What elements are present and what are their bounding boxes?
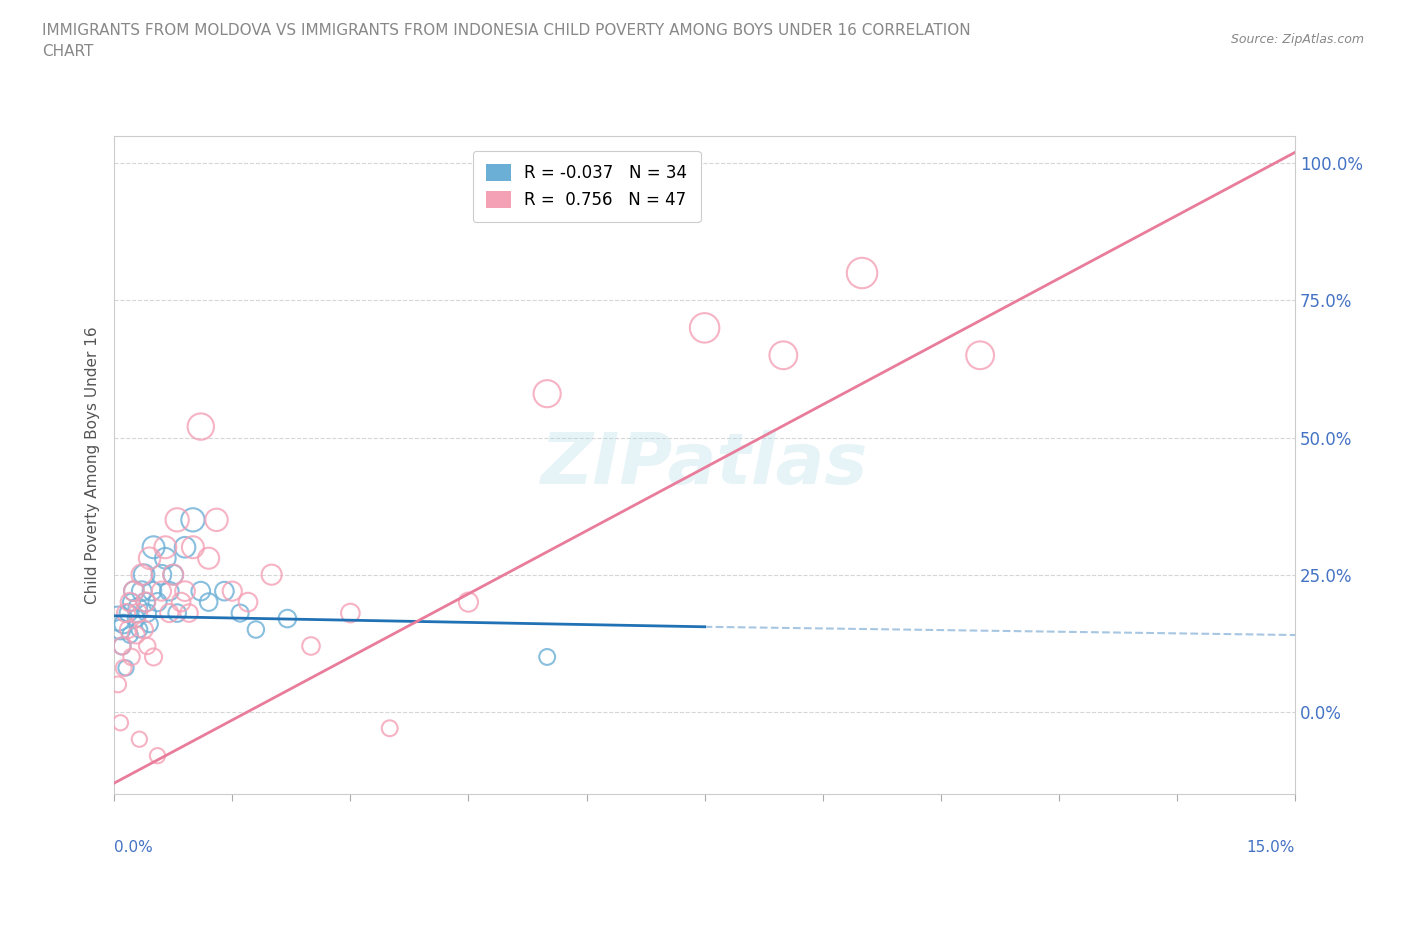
- Point: [115, 660, 138, 675]
- Point: [136, 639, 159, 654]
- Point: [122, 584, 145, 599]
- Point: [157, 605, 180, 620]
- Point: [112, 617, 135, 631]
- Point: [150, 584, 173, 599]
- Point: [138, 617, 160, 631]
- Point: [150, 567, 173, 582]
- Point: [122, 584, 145, 599]
- Point: [141, 584, 163, 599]
- Text: Source: ZipAtlas.com: Source: ZipAtlas.com: [1230, 33, 1364, 46]
- Point: [166, 512, 188, 527]
- Point: [245, 622, 267, 637]
- Point: [132, 567, 155, 582]
- Point: [115, 605, 138, 620]
- Point: [155, 539, 177, 554]
- Point: [142, 539, 165, 554]
- Text: 15.0%: 15.0%: [1247, 840, 1295, 856]
- Point: [127, 605, 149, 620]
- Point: [190, 419, 212, 434]
- Text: ZIPatlas: ZIPatlas: [541, 431, 869, 499]
- Point: [128, 622, 150, 637]
- Point: [127, 600, 149, 615]
- Point: [693, 321, 716, 336]
- Point: [146, 749, 169, 764]
- Point: [111, 639, 134, 654]
- Point: [205, 512, 228, 527]
- Point: [221, 584, 243, 599]
- Legend: R = -0.037   N = 34, R =  0.756   N = 47: R = -0.037 N = 34, R = 0.756 N = 47: [472, 151, 700, 222]
- Point: [229, 605, 252, 620]
- Point: [236, 594, 259, 609]
- Point: [197, 594, 219, 609]
- Point: [111, 639, 134, 654]
- Point: [107, 677, 129, 692]
- Point: [118, 628, 141, 643]
- Point: [190, 584, 212, 599]
- Text: 0.0%: 0.0%: [114, 840, 153, 856]
- Point: [107, 611, 129, 626]
- Point: [121, 649, 143, 664]
- Point: [125, 611, 148, 626]
- Point: [131, 567, 153, 582]
- Point: [174, 584, 197, 599]
- Point: [121, 594, 143, 609]
- Point: [299, 639, 322, 654]
- Point: [214, 584, 236, 599]
- Point: [117, 605, 139, 620]
- Point: [181, 512, 204, 527]
- Point: [128, 732, 150, 747]
- Point: [135, 594, 157, 609]
- Point: [162, 567, 184, 582]
- Point: [138, 551, 160, 565]
- Point: [260, 567, 283, 582]
- Point: [197, 551, 219, 565]
- Point: [155, 551, 177, 565]
- Point: [117, 622, 139, 637]
- Point: [110, 715, 132, 730]
- Point: [110, 622, 132, 637]
- Y-axis label: Child Poverty Among Boys Under 16: Child Poverty Among Boys Under 16: [86, 326, 100, 604]
- Point: [536, 649, 558, 664]
- Point: [136, 605, 159, 620]
- Point: [118, 594, 141, 609]
- Point: [457, 594, 479, 609]
- Point: [131, 584, 153, 599]
- Point: [125, 628, 148, 643]
- Point: [157, 584, 180, 599]
- Point: [378, 721, 401, 736]
- Point: [112, 660, 135, 675]
- Point: [162, 567, 184, 582]
- Point: [135, 594, 157, 609]
- Point: [772, 348, 794, 363]
- Point: [146, 594, 169, 609]
- Point: [177, 605, 200, 620]
- Point: [142, 649, 165, 664]
- Point: [170, 594, 193, 609]
- Point: [851, 266, 873, 281]
- Point: [536, 386, 558, 401]
- Point: [166, 605, 188, 620]
- Point: [181, 539, 204, 554]
- Point: [276, 611, 298, 626]
- Point: [969, 348, 991, 363]
- Point: [174, 539, 197, 554]
- Point: [339, 605, 361, 620]
- Text: IMMIGRANTS FROM MOLDOVA VS IMMIGRANTS FROM INDONESIA CHILD POVERTY AMONG BOYS UN: IMMIGRANTS FROM MOLDOVA VS IMMIGRANTS FR…: [42, 23, 970, 60]
- Point: [132, 622, 155, 637]
